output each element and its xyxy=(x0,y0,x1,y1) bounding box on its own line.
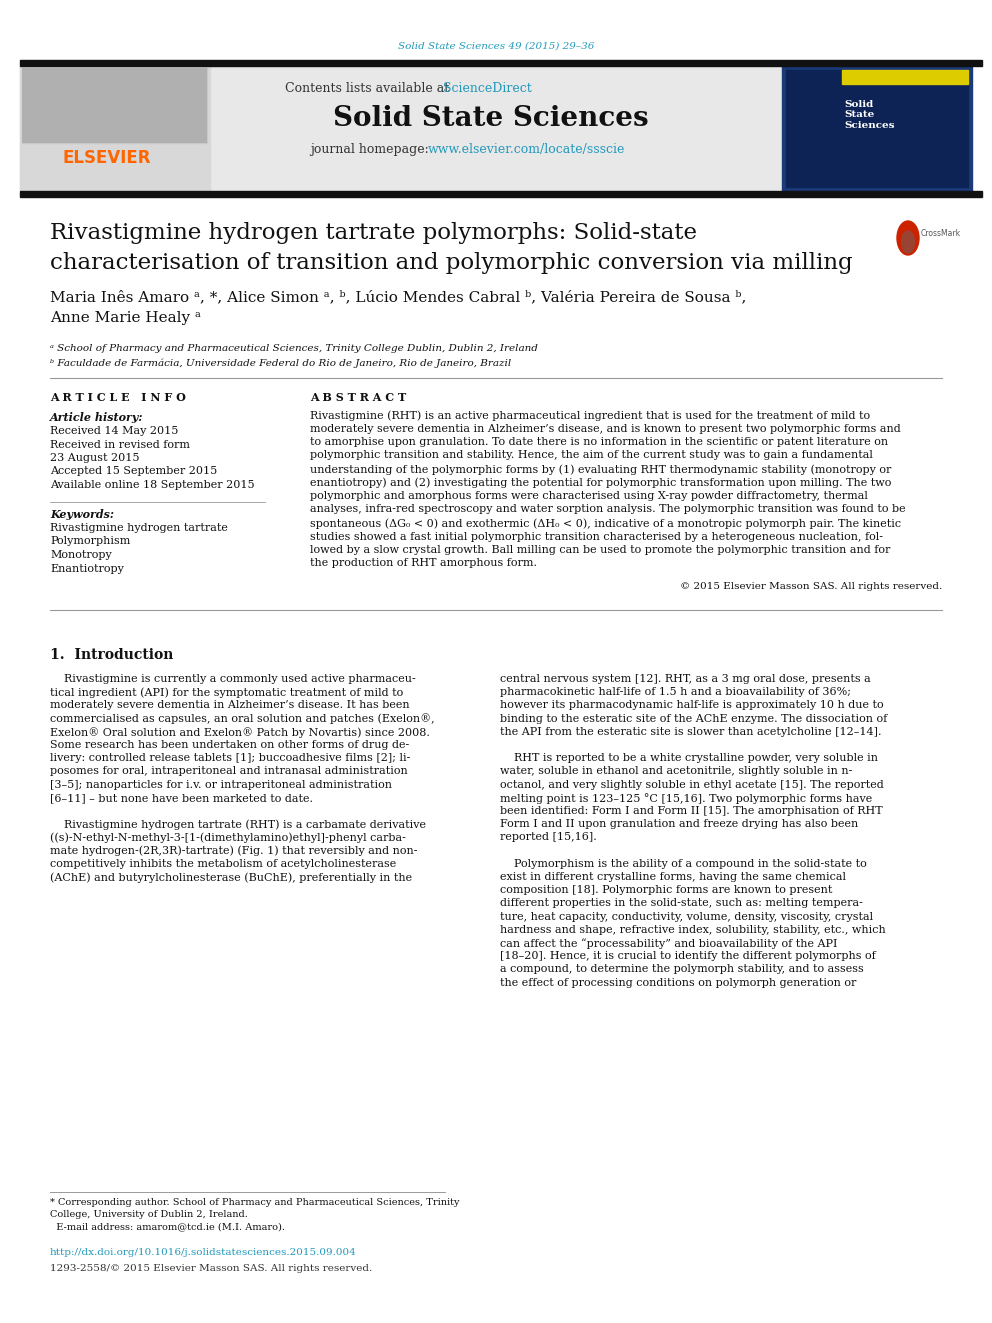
Text: moderately severe dementia in Alzheimer’s disease. It has been: moderately severe dementia in Alzheimer’… xyxy=(50,700,410,710)
Text: livery: controlled release tablets [1]; buccoadhesive films [2]; li-: livery: controlled release tablets [1]; … xyxy=(50,753,411,763)
Text: the API from the esteratic site is slower than acetylcholine [12–14].: the API from the esteratic site is slowe… xyxy=(500,726,882,737)
Text: journal homepage:: journal homepage: xyxy=(310,143,433,156)
Text: Polymorphism: Polymorphism xyxy=(50,537,130,546)
Text: lowed by a slow crystal growth. Ball milling can be used to promote the polymorp: lowed by a slow crystal growth. Ball mil… xyxy=(310,545,891,556)
Text: Form I and II upon granulation and freeze drying has also been: Form I and II upon granulation and freez… xyxy=(500,819,858,830)
Ellipse shape xyxy=(902,232,915,253)
Text: studies showed a fast initial polymorphic transition characterised by a heteroge: studies showed a fast initial polymorphi… xyxy=(310,532,883,541)
Text: to amorphise upon granulation. To date there is no information in the scientific: to amorphise upon granulation. To date t… xyxy=(310,437,888,447)
Bar xyxy=(22,67,207,143)
Text: spontaneous (ΔG₀ < 0) and exothermic (ΔH₀ < 0), indicative of a monotropic polym: spontaneous (ΔG₀ < 0) and exothermic (ΔH… xyxy=(310,519,901,529)
Text: polymorphic and amorphous forms were characterised using X-ray powder diffractom: polymorphic and amorphous forms were cha… xyxy=(310,491,868,501)
Text: 23 August 2015: 23 August 2015 xyxy=(50,452,140,463)
Text: commercialised as capsules, an oral solution and patches (Exelon®,: commercialised as capsules, an oral solu… xyxy=(50,713,434,725)
Text: Enantiotropy: Enantiotropy xyxy=(50,564,124,573)
Text: moderately severe dementia in Alzheimer’s disease, and is known to present two p: moderately severe dementia in Alzheimer’… xyxy=(310,423,901,434)
Text: can affect the “processability” and bioavailability of the API: can affect the “processability” and bioa… xyxy=(500,938,837,949)
Text: understanding of the polymorphic forms by (1) evaluating RHT thermodynamic stabi: understanding of the polymorphic forms b… xyxy=(310,464,892,475)
Text: © 2015 Elsevier Masson SAS. All rights reserved.: © 2015 Elsevier Masson SAS. All rights r… xyxy=(680,582,942,591)
Text: Article history:: Article history: xyxy=(50,411,144,423)
Text: 1.  Introduction: 1. Introduction xyxy=(50,648,174,662)
Ellipse shape xyxy=(897,221,919,255)
Text: A B S T R A C T: A B S T R A C T xyxy=(310,392,407,404)
Text: Received 14 May 2015: Received 14 May 2015 xyxy=(50,426,179,437)
Text: posomes for oral, intraperitoneal and intranasal administration: posomes for oral, intraperitoneal and in… xyxy=(50,766,408,777)
Text: ((s)-N-ethyl-N-methyl-3-[1-(dimethylamino)ethyl]-phenyl carba-: ((s)-N-ethyl-N-methyl-3-[1-(dimethylamin… xyxy=(50,832,406,843)
Text: Exelon® Oral solution and Exelon® Patch by Novartis) since 2008.: Exelon® Oral solution and Exelon® Patch … xyxy=(50,726,430,738)
Text: melting point is 123–125 °C [15,16]. Two polymorphic forms have: melting point is 123–125 °C [15,16]. Two… xyxy=(500,792,872,803)
Text: competitively inhibits the metabolism of acetylcholinesterase: competitively inhibits the metabolism of… xyxy=(50,859,396,869)
Text: Contents lists available at: Contents lists available at xyxy=(285,82,453,94)
Text: the effect of processing conditions on polymorph generation or: the effect of processing conditions on p… xyxy=(500,978,856,987)
Text: Received in revised form: Received in revised form xyxy=(50,439,190,450)
Text: different properties in the solid-state, such as: melting tempera-: different properties in the solid-state,… xyxy=(500,898,863,909)
Text: ScienceDirect: ScienceDirect xyxy=(443,82,532,94)
Bar xyxy=(20,66,210,191)
Text: A R T I C L E   I N F O: A R T I C L E I N F O xyxy=(50,392,186,404)
Text: College, University of Dublin 2, Ireland.: College, University of Dublin 2, Ireland… xyxy=(50,1211,248,1218)
Text: Keywords:: Keywords: xyxy=(50,509,114,520)
Text: water, soluble in ethanol and acetonitrile, slightly soluble in n-: water, soluble in ethanol and acetonitri… xyxy=(500,766,852,777)
Text: CrossMark: CrossMark xyxy=(921,229,961,238)
Text: polymorphic transition and stability. Hence, the aim of the current study was to: polymorphic transition and stability. He… xyxy=(310,451,873,460)
Text: Rivastigmine (RHT) is an active pharmaceutical ingredient that is used for the t: Rivastigmine (RHT) is an active pharmace… xyxy=(310,410,870,421)
Text: [18–20]. Hence, it is crucial to identify the different polymorphs of: [18–20]. Hence, it is crucial to identif… xyxy=(500,951,876,962)
Text: Accepted 15 September 2015: Accepted 15 September 2015 xyxy=(50,467,217,476)
Text: ture, heat capacity, conductivity, volume, density, viscosity, crystal: ture, heat capacity, conductivity, volum… xyxy=(500,912,873,922)
Bar xyxy=(20,60,982,66)
Text: ELSEVIER: ELSEVIER xyxy=(62,149,151,167)
Text: enantiotropy) and (2) investigating the potential for polymorphic transformation: enantiotropy) and (2) investigating the … xyxy=(310,478,892,488)
Bar xyxy=(20,66,782,191)
Text: Monotropy: Monotropy xyxy=(50,550,112,560)
Text: pharmacokinetic half-life of 1.5 h and a bioavailability of 36%;: pharmacokinetic half-life of 1.5 h and a… xyxy=(500,687,851,697)
Text: mate hydrogen-(2R,3R)-tartrate) (Fig. 1) that reversibly and non-: mate hydrogen-(2R,3R)-tartrate) (Fig. 1)… xyxy=(50,845,418,856)
Text: characterisation of transition and polymorphic conversion via milling: characterisation of transition and polym… xyxy=(50,251,853,274)
Text: octanol, and very slightly soluble in ethyl acetate [15]. The reported: octanol, and very slightly soluble in et… xyxy=(500,779,884,790)
Text: Rivastigmine hydrogen tartrate: Rivastigmine hydrogen tartrate xyxy=(50,523,228,533)
Text: Available online 18 September 2015: Available online 18 September 2015 xyxy=(50,480,255,490)
Text: exist in different crystalline forms, having the same chemical: exist in different crystalline forms, ha… xyxy=(500,872,846,882)
Text: Some research has been undertaken on other forms of drug de-: Some research has been undertaken on oth… xyxy=(50,740,410,750)
Text: Rivastigmine hydrogen tartrate polymorphs: Solid-state: Rivastigmine hydrogen tartrate polymorph… xyxy=(50,222,697,243)
Text: ᵃ School of Pharmacy and Pharmaceutical Sciences, Trinity College Dublin, Dublin: ᵃ School of Pharmacy and Pharmaceutical … xyxy=(50,344,538,353)
Text: however its pharmacodynamic half-life is approximately 10 h due to: however its pharmacodynamic half-life is… xyxy=(500,700,884,710)
Text: Solid State Sciences 49 (2015) 29–36: Solid State Sciences 49 (2015) 29–36 xyxy=(398,41,594,50)
Text: a compound, to determine the polymorph stability, and to assess: a compound, to determine the polymorph s… xyxy=(500,964,864,975)
Text: 1293-2558/© 2015 Elsevier Masson SAS. All rights reserved.: 1293-2558/© 2015 Elsevier Masson SAS. Al… xyxy=(50,1263,372,1273)
Text: reported [15,16].: reported [15,16]. xyxy=(500,832,597,843)
Bar xyxy=(22,67,207,143)
Text: Rivastigmine hydrogen tartrate (RHT) is a carbamate derivative: Rivastigmine hydrogen tartrate (RHT) is … xyxy=(50,819,426,830)
Text: central nervous system [12]. RHT, as a 3 mg oral dose, presents a: central nervous system [12]. RHT, as a 3… xyxy=(500,673,871,684)
Text: Maria Inês Amaro ᵃ, *, Alice Simon ᵃ, ᵇ, Lúcio Mendes Cabral ᵇ, Valéria Pereira : Maria Inês Amaro ᵃ, *, Alice Simon ᵃ, ᵇ,… xyxy=(50,290,746,304)
Text: RHT is reported to be a white crystalline powder, very soluble in: RHT is reported to be a white crystallin… xyxy=(500,753,878,763)
Text: binding to the esteratic site of the AChE enzyme. The dissociation of: binding to the esteratic site of the ACh… xyxy=(500,713,887,724)
Text: http://dx.doi.org/10.1016/j.solidstatesciences.2015.09.004: http://dx.doi.org/10.1016/j.solidstatesc… xyxy=(50,1248,357,1257)
Text: composition [18]. Polymorphic forms are known to present: composition [18]. Polymorphic forms are … xyxy=(500,885,832,896)
Text: Solid State Sciences: Solid State Sciences xyxy=(333,105,649,131)
Text: [3–5]; nanoparticles for i.v. or intraperitoneal administration: [3–5]; nanoparticles for i.v. or intrape… xyxy=(50,779,392,790)
Text: Anne Marie Healy ᵃ: Anne Marie Healy ᵃ xyxy=(50,311,201,325)
Text: www.elsevier.com/locate/ssscie: www.elsevier.com/locate/ssscie xyxy=(428,143,625,156)
Text: Solid
State
Sciences: Solid State Sciences xyxy=(844,101,895,130)
Text: E-mail address: amarom@tcd.ie (M.I. Amaro).: E-mail address: amarom@tcd.ie (M.I. Amar… xyxy=(50,1222,285,1230)
Text: ᵇ Faculdade de Farmácia, Universidade Federal do Rio de Janeiro, Rio de Janeiro,: ᵇ Faculdade de Farmácia, Universidade Fe… xyxy=(50,359,511,368)
Text: Polymorphism is the ability of a compound in the solid-state to: Polymorphism is the ability of a compoun… xyxy=(500,859,867,869)
Text: tical ingredient (API) for the symptomatic treatment of mild to: tical ingredient (API) for the symptomat… xyxy=(50,687,404,697)
Bar xyxy=(20,191,982,197)
Bar xyxy=(842,70,968,83)
Text: been identified: Form I and Form II [15]. The amorphisation of RHT: been identified: Form I and Form II [15]… xyxy=(500,806,883,816)
Text: [6–11] – but none have been marketed to date.: [6–11] – but none have been marketed to … xyxy=(50,792,313,803)
Bar xyxy=(782,66,972,191)
Text: hardness and shape, refractive index, solubility, stability, etc., which: hardness and shape, refractive index, so… xyxy=(500,925,886,935)
Text: (AChE) and butyrylcholinesterase (BuChE), preferentially in the: (AChE) and butyrylcholinesterase (BuChE)… xyxy=(50,872,412,882)
Bar xyxy=(786,70,968,187)
Text: * Corresponding author. School of Pharmacy and Pharmaceutical Sciences, Trinity: * Corresponding author. School of Pharma… xyxy=(50,1199,459,1207)
Text: analyses, infra-red spectroscopy and water sorption analysis. The polymorphic tr: analyses, infra-red spectroscopy and wat… xyxy=(310,504,906,515)
Text: the production of RHT amorphous form.: the production of RHT amorphous form. xyxy=(310,558,537,569)
Text: Rivastigmine is currently a commonly used active pharmaceu-: Rivastigmine is currently a commonly use… xyxy=(50,673,416,684)
